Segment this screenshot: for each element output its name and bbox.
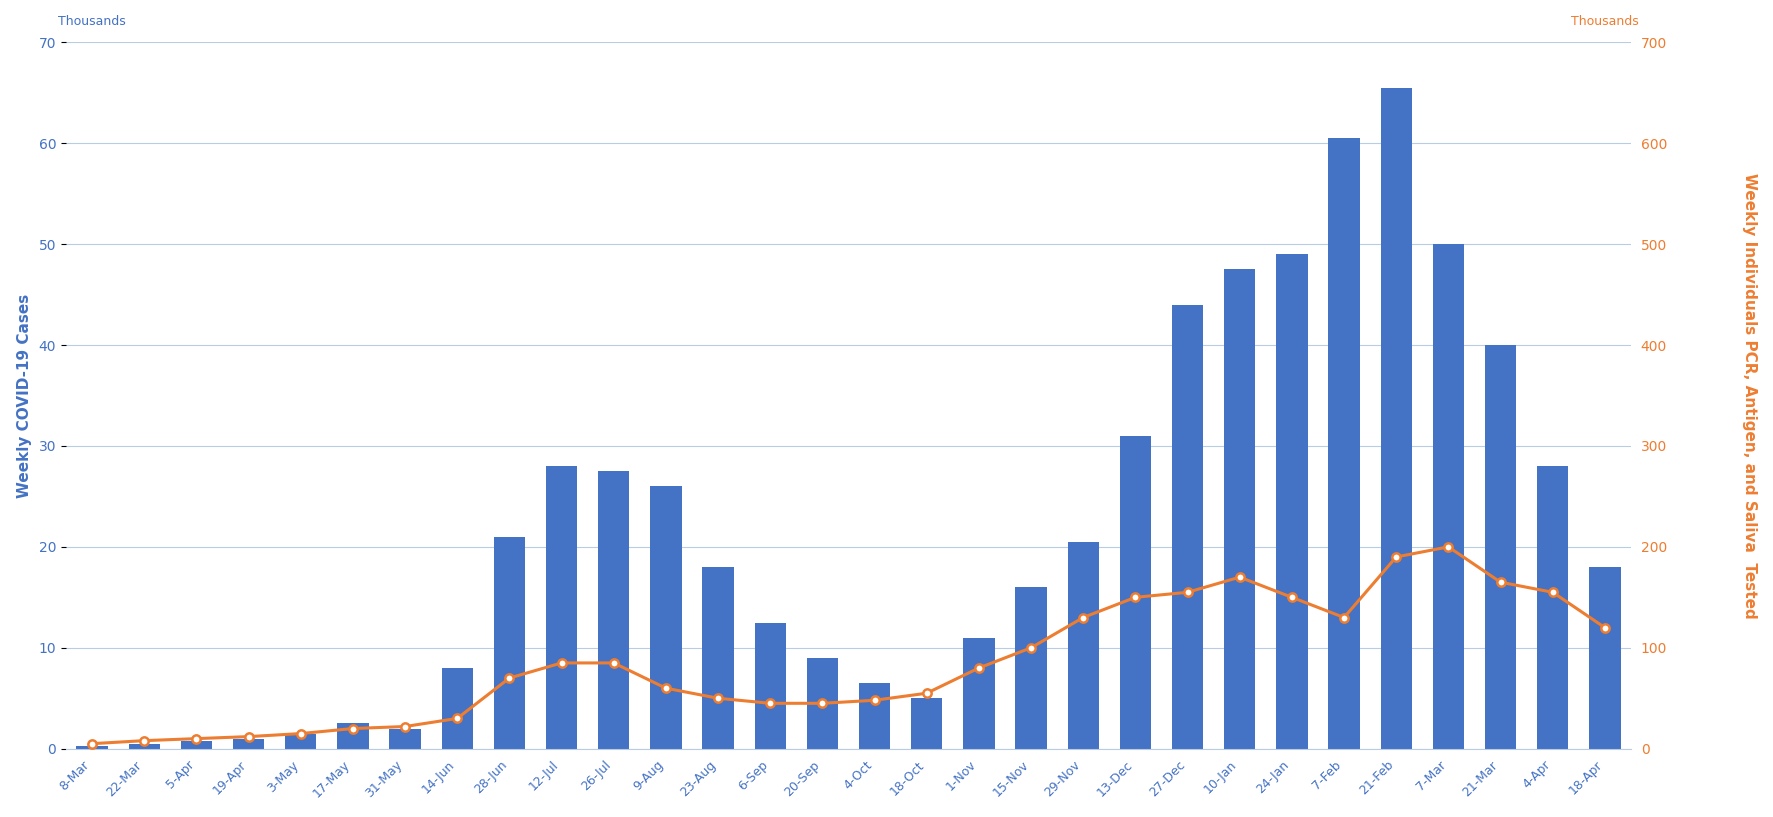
Bar — [546, 467, 576, 748]
Bar — [1484, 345, 1516, 748]
Bar — [754, 623, 785, 748]
Bar — [1275, 254, 1307, 748]
Bar — [1433, 244, 1463, 748]
Bar — [598, 471, 629, 748]
Bar — [128, 743, 160, 748]
Bar — [1223, 270, 1255, 748]
Bar — [232, 739, 264, 748]
Bar — [1379, 87, 1411, 748]
Bar — [493, 537, 525, 748]
Bar — [1328, 138, 1358, 748]
Bar — [858, 683, 890, 748]
Bar — [388, 729, 420, 748]
Bar — [337, 724, 369, 748]
Bar — [911, 699, 941, 748]
Bar — [1119, 435, 1151, 748]
Bar — [963, 638, 995, 748]
Bar — [181, 741, 213, 748]
Bar — [651, 486, 681, 748]
Bar — [1014, 587, 1046, 748]
Text: Thousands: Thousands — [1571, 16, 1638, 28]
Text: Thousands: Thousands — [59, 16, 126, 28]
Bar — [76, 746, 108, 748]
Bar — [807, 658, 837, 748]
Bar — [702, 567, 734, 748]
Bar — [441, 668, 473, 748]
Bar — [1172, 305, 1202, 748]
Bar — [1067, 542, 1097, 748]
Bar — [1589, 567, 1619, 748]
Bar — [1535, 467, 1567, 748]
Bar — [285, 734, 316, 748]
Y-axis label: Weekly COVID-19 Cases: Weekly COVID-19 Cases — [16, 293, 32, 498]
Y-axis label: Weekly Individuals PCR, Antigen, and Saliva  Tested: Weekly Individuals PCR, Antigen, and Sal… — [1741, 172, 1757, 618]
